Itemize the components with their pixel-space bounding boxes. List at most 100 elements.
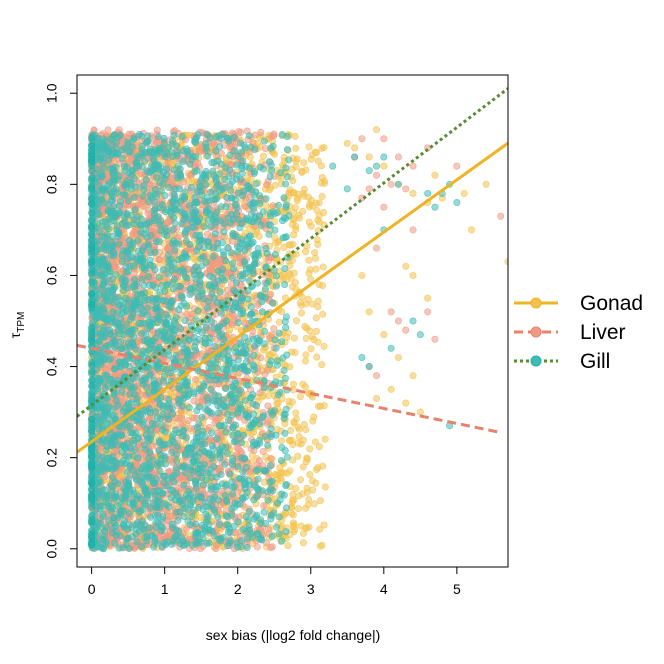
data-point bbox=[312, 479, 320, 487]
data-point bbox=[380, 331, 388, 339]
data-point bbox=[256, 389, 264, 397]
data-point bbox=[409, 372, 417, 380]
data-point bbox=[409, 271, 417, 279]
data-point bbox=[319, 310, 327, 318]
data-point bbox=[300, 420, 308, 428]
data-point bbox=[416, 408, 424, 416]
data-point bbox=[272, 239, 280, 247]
data-point bbox=[320, 179, 328, 187]
data-point bbox=[291, 132, 299, 140]
data-point bbox=[320, 143, 328, 151]
data-point bbox=[260, 152, 268, 160]
data-point bbox=[237, 128, 245, 136]
data-point bbox=[402, 262, 410, 270]
data-point bbox=[275, 318, 283, 326]
data-point bbox=[394, 353, 402, 361]
data-point bbox=[286, 437, 294, 445]
data-point bbox=[290, 522, 298, 530]
data-point bbox=[298, 309, 306, 317]
data-point bbox=[287, 426, 295, 434]
data-point bbox=[394, 153, 402, 161]
data-point bbox=[301, 248, 309, 256]
data-point bbox=[321, 483, 329, 491]
data-point bbox=[212, 544, 220, 552]
data-point bbox=[343, 139, 351, 147]
data-point bbox=[263, 367, 271, 375]
data-point bbox=[303, 454, 311, 462]
data-point bbox=[295, 214, 303, 222]
data-point bbox=[286, 363, 294, 371]
data-point bbox=[305, 256, 313, 264]
data-point bbox=[289, 491, 297, 499]
data-point bbox=[315, 443, 323, 451]
data-point bbox=[190, 397, 198, 405]
data-point bbox=[373, 394, 381, 402]
data-point bbox=[288, 283, 296, 291]
data-point bbox=[402, 185, 410, 193]
data-point bbox=[290, 419, 298, 427]
data-point bbox=[305, 269, 313, 277]
data-point bbox=[104, 126, 112, 134]
data-point bbox=[146, 181, 154, 189]
data-point bbox=[297, 476, 305, 484]
data-point bbox=[155, 256, 163, 264]
data-point bbox=[290, 334, 298, 342]
data-point bbox=[299, 539, 307, 547]
data-point bbox=[286, 467, 294, 475]
data-point bbox=[262, 201, 270, 209]
data-point bbox=[303, 324, 311, 332]
data-point bbox=[482, 180, 490, 188]
data-point bbox=[373, 126, 381, 134]
data-point bbox=[277, 437, 285, 445]
data-point bbox=[317, 162, 325, 170]
data-point bbox=[380, 203, 388, 211]
data-point bbox=[387, 180, 395, 188]
data-point bbox=[312, 314, 320, 322]
data-point bbox=[304, 501, 312, 509]
data-point bbox=[351, 144, 359, 152]
data-point bbox=[307, 345, 315, 353]
data-point bbox=[387, 308, 395, 316]
data-point bbox=[293, 155, 301, 163]
data-point bbox=[260, 502, 268, 510]
data-point bbox=[460, 189, 468, 197]
data-point bbox=[183, 310, 191, 318]
data-point bbox=[176, 414, 184, 422]
data-point bbox=[320, 342, 328, 350]
data-point bbox=[255, 457, 263, 465]
data-point bbox=[301, 524, 309, 532]
data-point bbox=[358, 271, 366, 279]
data-point bbox=[186, 424, 194, 432]
data-point bbox=[310, 500, 318, 508]
data-point bbox=[316, 525, 324, 533]
data-point bbox=[312, 327, 320, 335]
data-point bbox=[293, 317, 301, 325]
data-point bbox=[153, 126, 161, 134]
data-point bbox=[304, 295, 312, 303]
data-point bbox=[302, 351, 310, 359]
data-point bbox=[299, 207, 307, 215]
data-point bbox=[289, 456, 297, 464]
data-point bbox=[305, 218, 313, 226]
data-point bbox=[409, 189, 417, 197]
data-point bbox=[259, 447, 267, 455]
data-point bbox=[288, 509, 296, 517]
data-point bbox=[310, 413, 318, 421]
data-point bbox=[313, 206, 321, 214]
data-point bbox=[270, 130, 278, 138]
data-point bbox=[306, 471, 314, 479]
data-point bbox=[293, 197, 301, 205]
data-point bbox=[319, 282, 327, 290]
data-point bbox=[316, 402, 324, 410]
data-point bbox=[314, 297, 322, 305]
data-point bbox=[166, 513, 174, 521]
data-point bbox=[233, 444, 241, 452]
data-point bbox=[319, 263, 327, 271]
data-point bbox=[312, 199, 320, 207]
data-point bbox=[409, 162, 417, 170]
data-point bbox=[301, 357, 309, 365]
data-point bbox=[301, 383, 309, 391]
data-point bbox=[311, 254, 319, 262]
data-point bbox=[318, 541, 326, 549]
